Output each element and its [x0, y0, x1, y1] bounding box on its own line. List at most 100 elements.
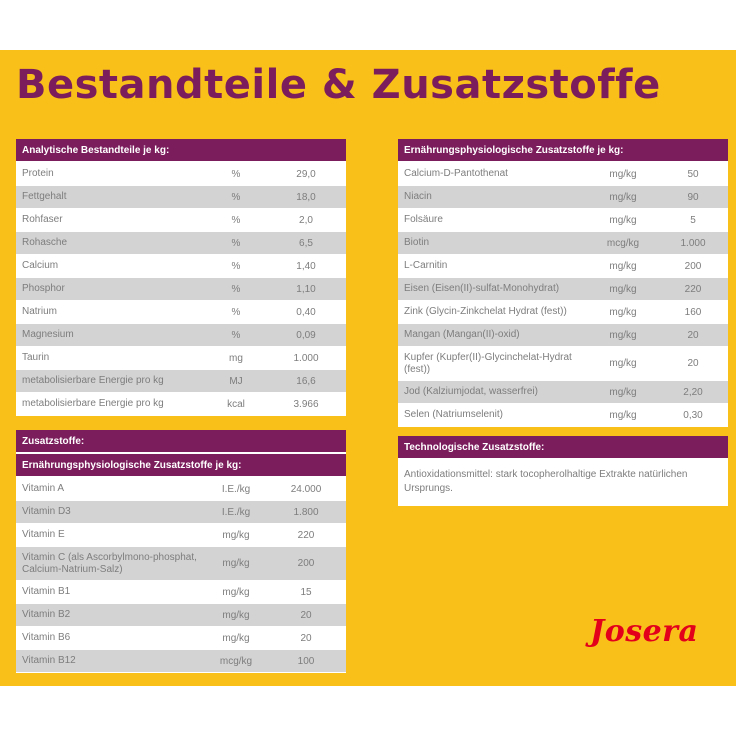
- analytic-table: Analytische Bestandteile je kg: Protein%…: [16, 139, 346, 416]
- cell-value: 20: [300, 632, 312, 644]
- josera-logo: Josera: [590, 614, 699, 649]
- cell-unit: %: [231, 214, 241, 226]
- cell-value: 1.800: [293, 506, 319, 518]
- cell-name: L-Carnitin: [404, 260, 448, 271]
- nutritional-table: Ernährungsphysiologische Zusatzstoffe je…: [398, 139, 728, 427]
- cell-name: Niacin: [404, 191, 432, 202]
- technological-header: Technologische Zusatzstoffe:: [398, 436, 728, 460]
- cell-name: Jod (Kalziumjodat, wasserfrei): [404, 386, 538, 397]
- table-row: Taurin mg 1.000: [16, 347, 346, 370]
- cell-unit: I.E./kg: [221, 506, 251, 518]
- table-row: Biotin mcg/kg 1.000: [398, 232, 728, 255]
- additives-header: Zusatzstoffe:: [16, 430, 346, 454]
- cell-name: Rohasche: [22, 237, 68, 248]
- technological-box: Technologische Zusatzstoffe: Antioxidati…: [398, 436, 728, 506]
- cell-unit: mg/kg: [222, 586, 250, 598]
- cell-unit: mg/kg: [609, 260, 637, 272]
- cell-unit: %: [231, 168, 241, 180]
- cell-value: 24.000: [290, 483, 322, 495]
- cell-unit: %: [231, 260, 241, 272]
- cell-name: Phosphor: [22, 283, 65, 294]
- table-row: Phosphor% 1,10: [16, 278, 346, 301]
- cell-name: metabolisierbare Energie pro kg: [22, 398, 164, 409]
- table-row: Vitamin C (als Ascorbylmono-phosphat, Ca…: [16, 547, 346, 581]
- cell-value: 100: [297, 655, 315, 667]
- cell-unit: %: [231, 283, 241, 295]
- cell-name: Calcium-D-Pantothenat: [404, 168, 508, 179]
- cell-name: Folsäure: [404, 214, 443, 225]
- cell-unit: mg/kg: [609, 306, 637, 318]
- cell-name: Eisen (Eisen(II)-sulfat-Monohydrat): [404, 283, 560, 294]
- cell-value: 2,0: [299, 214, 313, 226]
- cell-value: 0,09: [296, 329, 316, 341]
- cell-value: 1.000: [680, 237, 706, 249]
- cell-name: metabolisierbare Energie pro kg: [22, 375, 164, 386]
- cell-value: 3.966: [293, 398, 319, 410]
- table-row: Rohasche% 6,5: [16, 232, 346, 255]
- cell-name: Taurin: [22, 352, 50, 363]
- cell-unit: mg/kg: [222, 529, 250, 541]
- cell-unit: mg/kg: [609, 191, 637, 203]
- table-row: Protein% 29,0: [16, 163, 346, 186]
- page-title: Bestandteile & Zusatzstoffe: [16, 62, 661, 108]
- cell-unit: mcg/kg: [219, 655, 253, 667]
- cell-unit: %: [231, 329, 241, 341]
- table-row: Folsäure mg/kg 5: [398, 209, 728, 232]
- cell-value: 50: [687, 168, 699, 180]
- cell-name: Vitamin B12: [22, 655, 76, 666]
- cell-unit: mg/kg: [609, 386, 637, 398]
- table-row: Vitamin B6 mg/kg 20: [16, 627, 346, 650]
- cell-value: 2,20: [683, 386, 703, 398]
- cell-value: 90: [687, 191, 699, 203]
- table-row: Mangan (Mangan(II)-oxid) mg/kg 20: [398, 324, 728, 347]
- technological-text: Antioxidationsmittel: stark tocopherolha…: [404, 469, 688, 494]
- cell-value: 1,10: [296, 283, 316, 295]
- table-row: Vitamin A I.E./kg 24.000: [16, 478, 346, 501]
- table-row: Calcium-D-Pantothenat mg/kg 50: [398, 163, 728, 186]
- cell-name: Vitamin E: [22, 529, 65, 540]
- cell-unit: %: [231, 306, 241, 318]
- cell-name: Magnesium: [22, 329, 74, 340]
- cell-unit: mcg/kg: [606, 237, 640, 249]
- cell-name: Kupfer (Kupfer(II)-Glycinchelat-Hydrat (…: [404, 351, 572, 375]
- cell-unit: mg/kg: [609, 329, 637, 341]
- table-row: Rohfaser% 2,0: [16, 209, 346, 232]
- table-row: Vitamin E mg/kg 220: [16, 524, 346, 547]
- cell-unit: mg/kg: [222, 558, 250, 569]
- cell-unit: mg/kg: [609, 283, 637, 295]
- cell-value: 18,0: [296, 191, 316, 203]
- cell-name: Vitamin A: [22, 483, 65, 494]
- cell-value: 200: [297, 558, 315, 569]
- cell-value: 20: [687, 329, 699, 341]
- table-row: metabolisierbare Energie pro kg kcal 3.966: [16, 393, 346, 416]
- cell-value: 16,6: [296, 375, 316, 387]
- cell-unit: mg/kg: [609, 358, 637, 369]
- cell-value: 200: [684, 260, 702, 272]
- cell-value: 20: [687, 358, 699, 369]
- cell-value: 160: [684, 306, 702, 318]
- cell-unit: mg/kg: [222, 632, 250, 644]
- table-row: Niacin mg/kg 90: [398, 186, 728, 209]
- nutritional-rows: Calcium-D-Pantothenat mg/kg 50 Niacin mg/kg 9…: [398, 163, 728, 427]
- cell-name: Selen (Natriumselenit): [404, 409, 503, 420]
- cell-name: Calcium: [22, 260, 59, 271]
- table-row: Natrium% 0,40: [16, 301, 346, 324]
- cell-unit: mg/kg: [609, 409, 637, 421]
- cell-name: Vitamin B6: [22, 632, 71, 643]
- cell-value: 29,0: [296, 168, 316, 180]
- table-row: Zink (Glycin-Zinkchelat Hydrat (fest)) mg…: [398, 301, 728, 324]
- table-row: Vitamin B1 mg/kg 15: [16, 581, 346, 604]
- cell-unit: %: [231, 237, 241, 249]
- cell-value: 220: [684, 283, 702, 295]
- cell-name: Rohfaser: [22, 214, 63, 225]
- cell-unit: kcal: [227, 398, 245, 410]
- table-row: Magnesium% 0,09: [16, 324, 346, 347]
- table-row: L-Carnitin mg/kg 200: [398, 255, 728, 278]
- cell-unit: I.E./kg: [221, 483, 251, 495]
- cell-unit: mg: [229, 352, 243, 364]
- cell-name: Vitamin D3: [22, 506, 71, 517]
- cell-value: 0,30: [683, 409, 703, 421]
- nutritional-header: Ernährungsphysiologische Zusatzstoffe je…: [398, 139, 728, 163]
- cell-value: 0,40: [296, 306, 316, 318]
- additives-table: Zusatzstoffe: Ernährungsphysiologische Z…: [16, 430, 346, 673]
